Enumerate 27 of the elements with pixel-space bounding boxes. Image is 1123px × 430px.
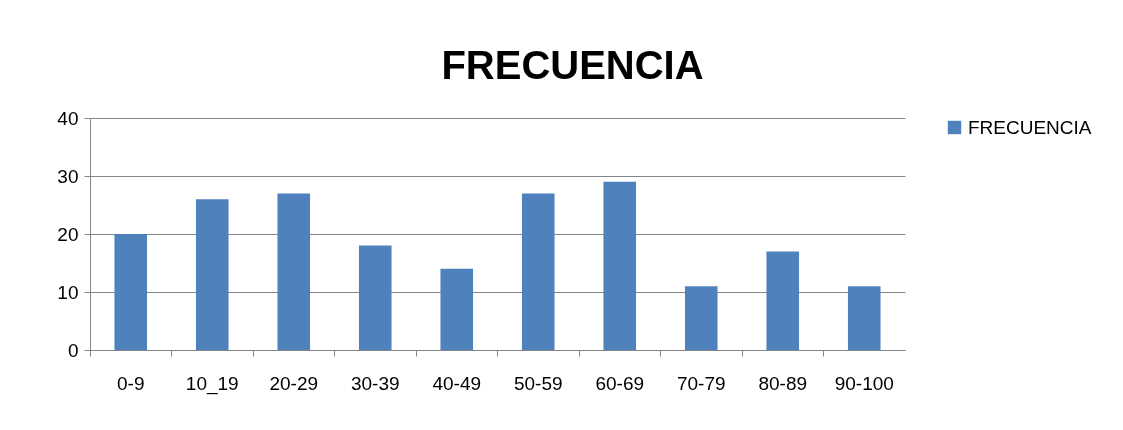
bar: [847, 286, 881, 350]
chart-title: FRECUENCIA: [441, 43, 704, 87]
bar: [195, 199, 229, 350]
bar: [358, 245, 392, 350]
x-tick-label: 30-39: [350, 372, 400, 394]
bar: [766, 251, 800, 350]
y-tick-label: 10: [57, 281, 79, 303]
bar: [114, 234, 148, 350]
x-tick-label: 60-69: [595, 372, 645, 394]
x-tick-label: 0-9: [117, 372, 145, 394]
bar: [277, 193, 311, 350]
bar: [684, 286, 718, 350]
x-tick-label: 40-49: [432, 372, 482, 394]
y-tick-label: 40: [57, 107, 79, 129]
y-tick-label: 20: [57, 223, 79, 245]
bar: [440, 268, 474, 350]
x-tick-label: 20-29: [269, 372, 319, 394]
y-tick-label: 30: [57, 165, 79, 187]
x-tick-label: 50-59: [513, 372, 563, 394]
legend-label: FRECUENCIA: [968, 116, 1092, 138]
x-tick-label: 90-100: [834, 372, 894, 394]
bar: [603, 181, 637, 350]
x-tick-label: 70-79: [676, 372, 726, 394]
bar: [521, 193, 555, 350]
y-tick-label: 0: [67, 339, 79, 361]
x-tick-label: 80-89: [758, 372, 808, 394]
x-tick-label: 10_19: [185, 372, 239, 395]
